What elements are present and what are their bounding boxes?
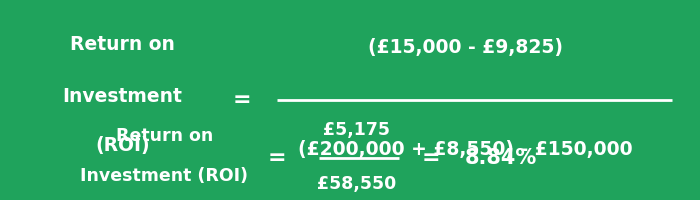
Text: Investment (ROI): Investment (ROI) — [80, 167, 248, 185]
Text: Investment: Investment — [62, 86, 183, 106]
Text: Return on: Return on — [70, 34, 175, 53]
Text: 8.84%: 8.84% — [464, 148, 537, 168]
Text: =: = — [232, 90, 251, 110]
Text: (£15,000 - £9,825): (£15,000 - £9,825) — [368, 38, 563, 58]
Text: =: = — [267, 148, 286, 168]
Text: =: = — [421, 148, 440, 168]
Text: (ROI): (ROI) — [95, 136, 150, 156]
Text: £5,175: £5,175 — [323, 121, 391, 139]
Text: (£200,000 + £8,550) - £150,000: (£200,000 + £8,550) - £150,000 — [298, 140, 633, 160]
Text: Return on: Return on — [116, 127, 213, 145]
Text: £58,550: £58,550 — [317, 175, 397, 193]
